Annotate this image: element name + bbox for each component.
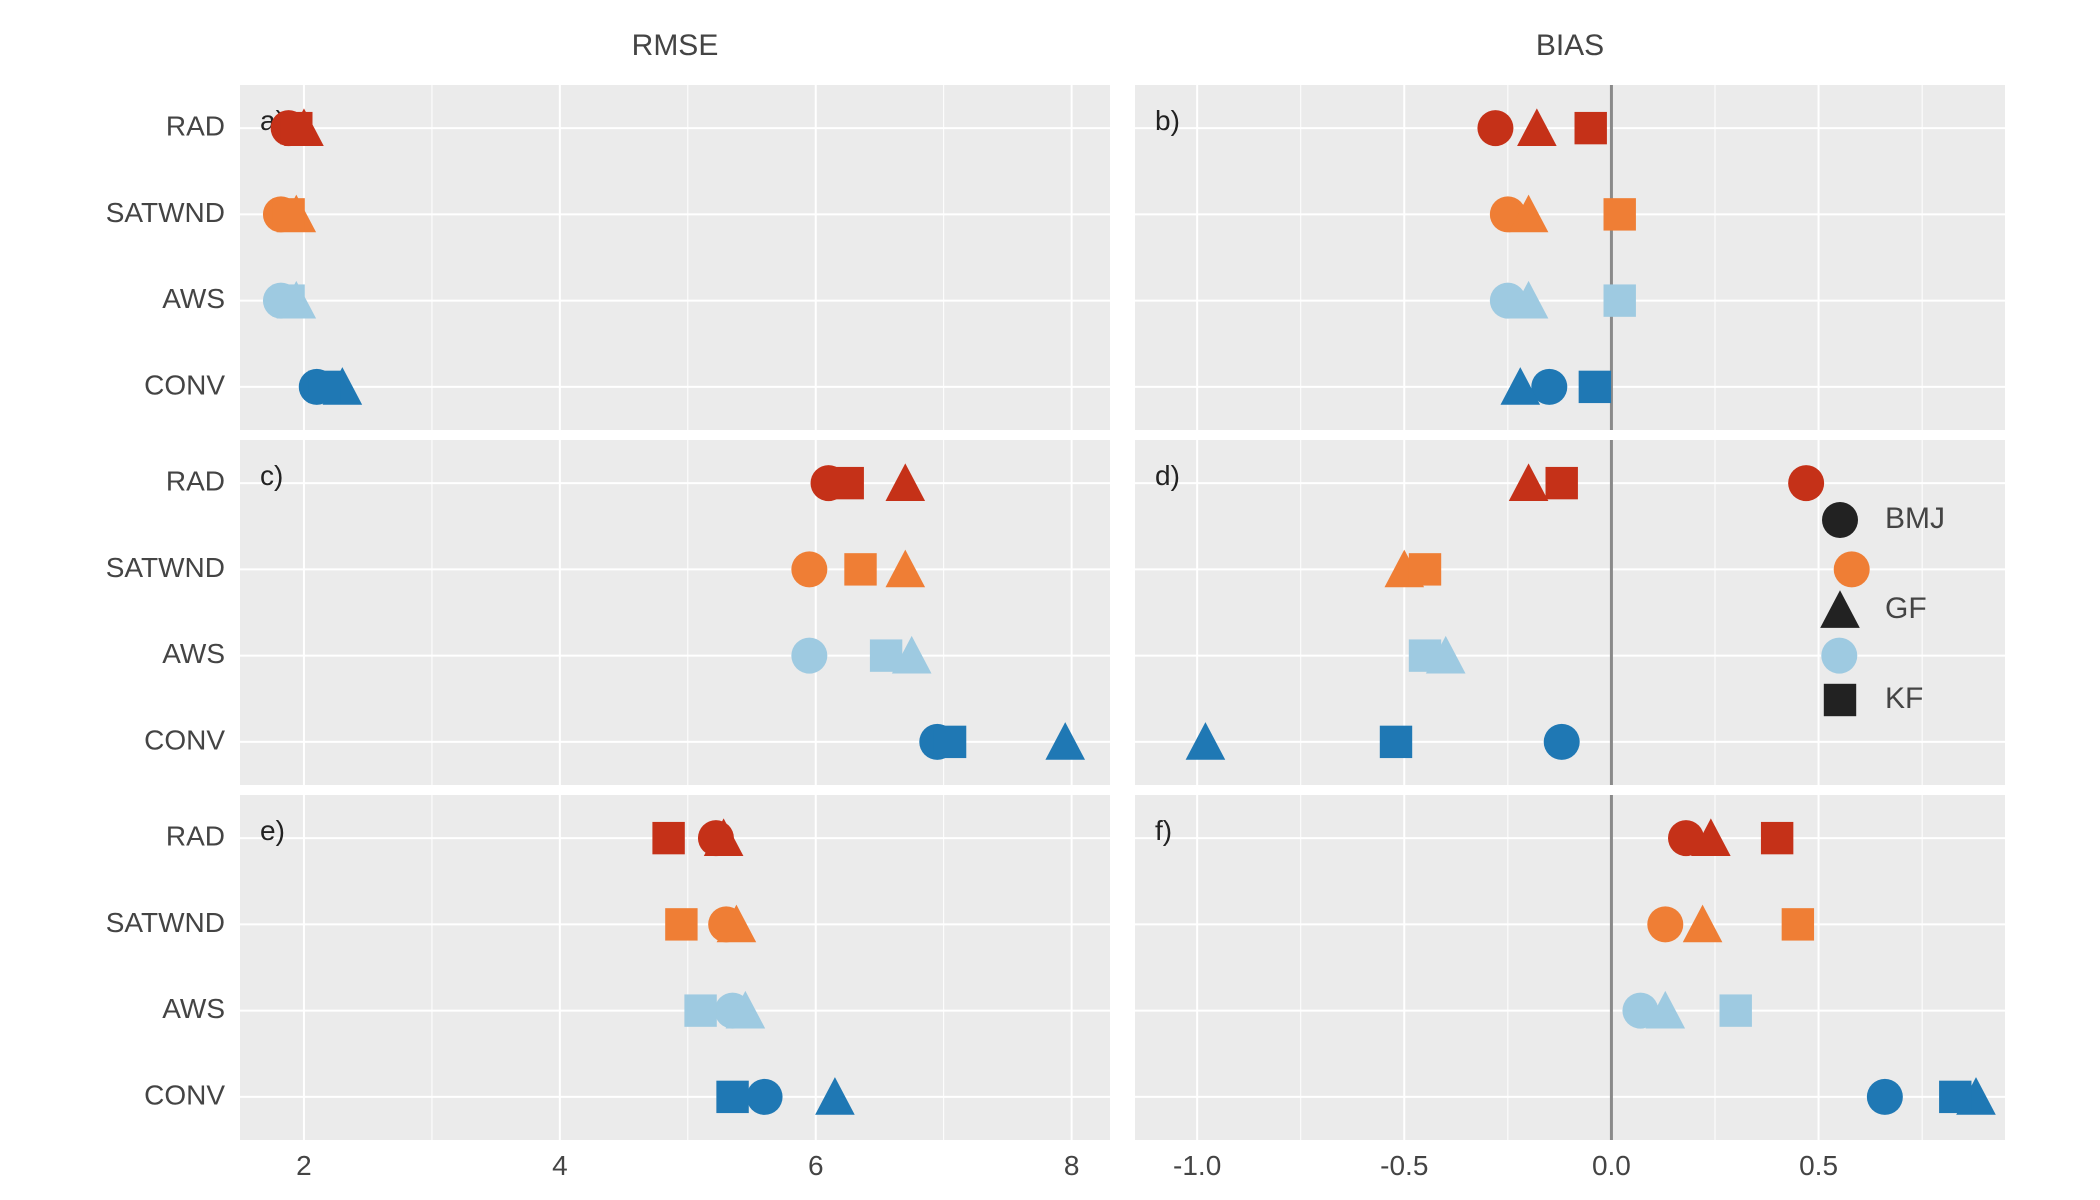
panel-tag-tdew_bias: d): [1155, 460, 1180, 491]
panel-tdew-rmse: c): [240, 440, 1110, 785]
x-tick-rmse-3: 8: [1064, 1150, 1080, 1181]
x-tick-rmse-2: 6: [808, 1150, 824, 1181]
x-tick-bias-0: -1.0: [1173, 1150, 1221, 1181]
marker-windv-rmse-AWS-KF: [684, 994, 716, 1026]
marker-tdew-bias-AWS-KF: [1409, 639, 1441, 671]
marker-windv-rmse-SATWND-KF: [665, 908, 697, 940]
y-tick-temp-RAD: RAD: [166, 111, 225, 142]
y-tick-tdew-SATWND: SATWND: [106, 552, 225, 583]
marker-legend-BMJ: [1822, 502, 1858, 538]
panel-windv-bias: f): [1135, 795, 2005, 1140]
panel-tag-windv_rmse: e): [260, 815, 285, 846]
y-tick-tdew-RAD: RAD: [166, 466, 225, 497]
panel-tag-windv_bias: f): [1155, 815, 1172, 846]
marker-temp-bias-SATWND-KF: [1604, 198, 1636, 230]
marker-tdew-rmse-SATWND-KF: [844, 553, 876, 585]
x-tick-bias-1: -0.5: [1380, 1150, 1428, 1181]
marker-temp-rmse-AWS-KF: [272, 284, 304, 316]
marker-legend-KF: [1824, 684, 1856, 716]
marker-windv-rmse-CONV-KF: [716, 1081, 748, 1113]
marker-tdew-bias-RAD-BMJ: [1788, 465, 1824, 501]
legend-label-KF: KF: [1885, 682, 1923, 715]
panel-tdew-bias: d): [1135, 440, 2005, 785]
y-tick-tdew-CONV: CONV: [144, 724, 225, 755]
y-tick-temp-SATWND: SATWND: [106, 197, 225, 228]
column-header-bias: BIAS: [1536, 29, 1604, 62]
marker-temp-bias-RAD-BMJ: [1477, 110, 1513, 146]
marker-tdew-bias-AWS-BMJ: [1821, 638, 1857, 674]
marker-temp-bias-RAD-KF: [1575, 112, 1607, 144]
y-tick-temp-AWS: AWS: [162, 283, 225, 314]
marker-windv-bias-AWS-KF: [1720, 994, 1752, 1026]
marker-tdew-bias-CONV-BMJ: [1544, 724, 1580, 760]
y-tick-windv-RAD: RAD: [166, 821, 225, 852]
marker-windv-bias-RAD-KF: [1761, 822, 1793, 854]
marker-tdew-rmse-RAD-KF: [832, 467, 864, 499]
y-tick-tdew-AWS: AWS: [162, 638, 225, 669]
marker-tdew-rmse-AWS-KF: [870, 639, 902, 671]
marker-windv-rmse-CONV-BMJ: [747, 1079, 783, 1115]
legend-label-GF: GF: [1885, 592, 1927, 625]
y-tick-windv-CONV: CONV: [144, 1079, 225, 1110]
marker-tdew-bias-CONV-KF: [1380, 726, 1412, 758]
legend-label-BMJ: BMJ: [1885, 502, 1945, 535]
panel-windv-rmse: e): [240, 795, 1110, 1140]
y-tick-windv-AWS: AWS: [162, 993, 225, 1024]
marker-temp-bias-CONV-KF: [1579, 371, 1611, 403]
marker-tdew-bias-SATWND-KF: [1409, 553, 1441, 585]
y-tick-windv-SATWND: SATWND: [106, 907, 225, 938]
marker-windv-bias-SATWND-BMJ: [1647, 906, 1683, 942]
marker-windv-bias-SATWND-KF: [1782, 908, 1814, 940]
x-tick-bias-3: 0.5: [1799, 1150, 1838, 1181]
marker-tdew-rmse-SATWND-BMJ: [791, 551, 827, 587]
marker-tdew-rmse-AWS-BMJ: [791, 638, 827, 674]
panel-tag-temp_bias: b): [1155, 105, 1180, 136]
marker-temp-rmse-SATWND-KF: [272, 198, 304, 230]
marker-tdew-bias-SATWND-BMJ: [1834, 551, 1870, 587]
x-tick-bias-2: 0.0: [1592, 1150, 1631, 1181]
marker-temp-bias-AWS-KF: [1604, 284, 1636, 316]
marker-windv-bias-CONV-KF: [1939, 1081, 1971, 1113]
panel-temp-rmse: a): [240, 85, 1110, 430]
chart-svg: RMSEBIASTemperatura (K)Temperaturade pun…: [0, 0, 2100, 1200]
marker-tdew-bias-RAD-KF: [1546, 467, 1578, 499]
x-tick-rmse-0: 2: [296, 1150, 312, 1181]
panel-tag-tdew_rmse: c): [260, 460, 283, 491]
column-header-rmse: RMSE: [632, 29, 719, 62]
chart-root: RMSEBIASTemperatura (K)Temperaturade pun…: [0, 0, 2100, 1200]
marker-windv-rmse-RAD-KF: [652, 822, 684, 854]
marker-temp-rmse-CONV-KF: [308, 371, 340, 403]
marker-tdew-rmse-CONV-KF: [934, 726, 966, 758]
marker-windv-bias-CONV-BMJ: [1867, 1079, 1903, 1115]
y-tick-temp-CONV: CONV: [144, 369, 225, 400]
x-tick-rmse-1: 4: [552, 1150, 568, 1181]
marker-temp-rmse-RAD-KF: [280, 112, 312, 144]
panel-temp-bias: b): [1135, 85, 2005, 430]
